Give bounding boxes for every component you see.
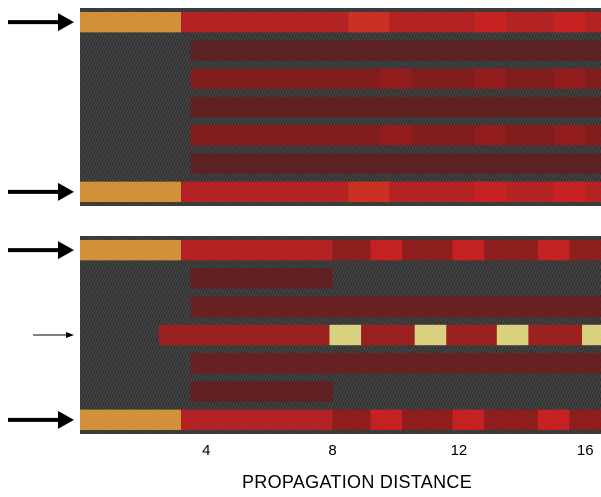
- waveguide-row-5: [80, 125, 601, 146]
- band-texture: [80, 324, 601, 346]
- waveguide-row-7: [80, 181, 601, 203]
- input-arrow: [8, 13, 74, 32]
- heatmap-panel-bottom: [80, 236, 601, 434]
- waveguide-row-1: [80, 11, 601, 33]
- waveguide-row-3: [80, 68, 601, 89]
- x-tick-label: 16: [577, 442, 594, 459]
- band-texture: [80, 96, 601, 118]
- x-tick-label: 12: [451, 442, 468, 459]
- band-texture: [80, 40, 601, 61]
- waveguide-row-4: [80, 324, 601, 346]
- x-axis-ticks: 4 8 12 16: [202, 442, 593, 459]
- waveguide-row-6: [80, 153, 601, 174]
- input-arrow: [33, 332, 74, 338]
- band-texture: [80, 153, 601, 174]
- input-arrow: [8, 241, 74, 260]
- waveguide-row-5: [80, 353, 601, 374]
- band-texture: [80, 353, 601, 374]
- band-texture: [80, 268, 601, 289]
- x-axis-label: PROPAGATION DISTANCE: [242, 472, 472, 492]
- input-arrow: [8, 182, 74, 201]
- input-arrow: [8, 410, 74, 429]
- waveguide-row-4: [80, 96, 601, 118]
- band-texture: [80, 239, 601, 261]
- band-texture: [80, 296, 601, 317]
- heatmap-panel-top: [80, 8, 601, 206]
- x-tick-label: 4: [202, 442, 210, 459]
- waveguide-row-6: [80, 381, 601, 402]
- waveguide-row-7: [80, 409, 601, 431]
- input-arrows: [8, 13, 74, 429]
- band-texture: [80, 125, 601, 146]
- waveguide-row-1: [80, 239, 601, 261]
- x-tick-label: 8: [328, 442, 336, 459]
- band-texture: [80, 409, 601, 431]
- waveguide-row-2: [80, 268, 601, 289]
- band-texture: [80, 381, 601, 402]
- band-texture: [80, 181, 601, 203]
- waveguide-row-3: [80, 296, 601, 317]
- band-texture: [80, 68, 601, 89]
- band-texture: [80, 11, 601, 33]
- waveguide-row-2: [80, 40, 601, 61]
